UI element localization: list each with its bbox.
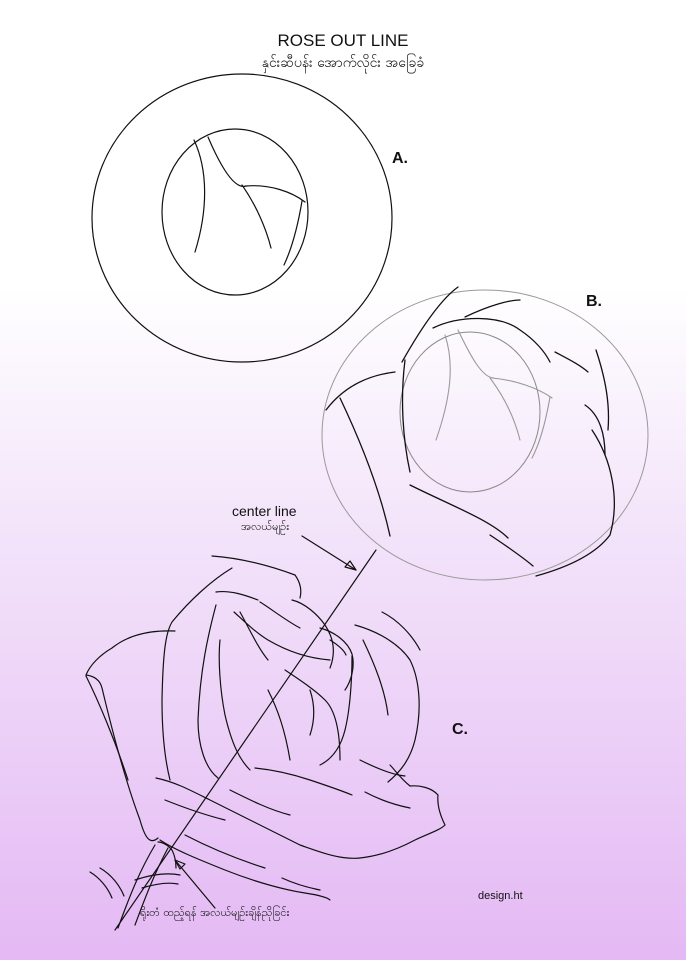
- rose-sepal: [157, 841, 177, 869]
- rose-petal-line: [381, 611, 421, 651]
- step-b-petal-line: [554, 351, 589, 373]
- page-subtitle: နှင်းဆီပန်း အောက်လိုင်း အခြေခံ: [261, 55, 425, 71]
- rose-petal-line: [319, 655, 353, 766]
- center-line: [114, 549, 377, 931]
- rose-petal-line: [359, 759, 406, 777]
- step-b-petal-line: [325, 371, 396, 411]
- center-line-label: center line: [232, 503, 297, 519]
- rose-sepal: [141, 882, 179, 889]
- rose-petal-line: [281, 877, 321, 891]
- rose-petal-line: [362, 639, 389, 716]
- step-a-petal-line: [283, 200, 303, 266]
- step-b-petal-line: [432, 317, 551, 363]
- rose-petal-line: [319, 627, 354, 691]
- rose-outer-petal: [85, 630, 176, 842]
- step-a-inner-circle: [161, 128, 309, 296]
- step-c-sketch: [85, 535, 446, 931]
- step-a-petal-line: [207, 136, 247, 187]
- step-a-petal-line: [241, 184, 272, 249]
- center-line-label-burmese: အလယ်မျဉ်း: [241, 520, 290, 533]
- rose-stem: [117, 844, 156, 929]
- rose-petal-line: [211, 555, 296, 576]
- step-b-guide-petal-line: [531, 396, 551, 459]
- step-b-petal-line: [409, 484, 509, 539]
- center-line-pointer: [301, 535, 357, 571]
- rose-petal-line: [294, 574, 302, 599]
- stem-alignment-note: ရိုးတံ ထည့်ရန် အလယ်မျဉ်းချိန်ညိုခြင်း: [140, 906, 290, 919]
- step-b-sketch: [321, 286, 649, 581]
- rose-petal-line: [184, 834, 266, 869]
- rose-petal-line: [197, 604, 219, 779]
- step-b-petal-line: [584, 404, 606, 456]
- step-b-petal-line: [595, 349, 610, 431]
- rose-sepal: [99, 867, 125, 897]
- step-c-label: C.: [452, 721, 468, 738]
- rose-sepal: [134, 873, 181, 881]
- step-b-petal-line: [401, 286, 459, 363]
- rose-petal-line: [329, 639, 347, 656]
- step-b-petal-line: [535, 429, 615, 577]
- step-b-guide-outer-circle: [321, 289, 649, 581]
- rose-petal-line: [284, 669, 341, 761]
- step-b-guide-petal-line: [435, 334, 451, 441]
- rose-petal-line: [161, 567, 233, 781]
- step-b-guide-petal-line: [491, 377, 553, 399]
- step-a-petal-line: [245, 185, 306, 203]
- rose-petal-line: [159, 839, 331, 901]
- page-title: ROSE OUT LINE: [277, 31, 409, 50]
- rose-petal-line: [164, 799, 226, 821]
- rose-petal-line: [229, 789, 291, 816]
- step-b-petal-line: [401, 359, 411, 473]
- rose-petal-line: [254, 767, 353, 796]
- step-a-sketch: [91, 73, 393, 363]
- rose-petal-line: [354, 624, 420, 783]
- step-a-petal-line: [193, 139, 206, 253]
- step-b-petal-line: [489, 534, 534, 567]
- rose-lower-petal: [155, 764, 446, 859]
- step-b-guide-petal-line: [457, 329, 495, 379]
- rose-petal-line: [364, 791, 411, 809]
- step-b-petal-line: [464, 299, 521, 318]
- step-b-petal-line: [339, 397, 391, 537]
- rose-petal-line: [215, 590, 259, 601]
- step-a-outer-circle: [91, 73, 393, 363]
- credit-text: design.ht: [478, 890, 523, 902]
- rose-sepal: [89, 871, 113, 899]
- stem-note-arrowhead: [174, 859, 186, 870]
- rose-petal-line: [267, 689, 291, 761]
- rose-petal-line: [239, 611, 269, 661]
- step-b-label: B.: [586, 293, 602, 310]
- rose-petal-line: [85, 675, 129, 781]
- step-b-guide-petal-line: [489, 377, 521, 441]
- rose-petal-line: [309, 689, 315, 736]
- rose-petal-line: [259, 601, 301, 629]
- center-line-arrowhead: [344, 560, 357, 571]
- rose-petal-line: [291, 599, 334, 669]
- step-b-guide-inner-circle: [399, 331, 541, 493]
- step-a-label: A.: [392, 150, 408, 167]
- rose-petal-line: [233, 611, 331, 661]
- rose-petal-line: [218, 639, 251, 771]
